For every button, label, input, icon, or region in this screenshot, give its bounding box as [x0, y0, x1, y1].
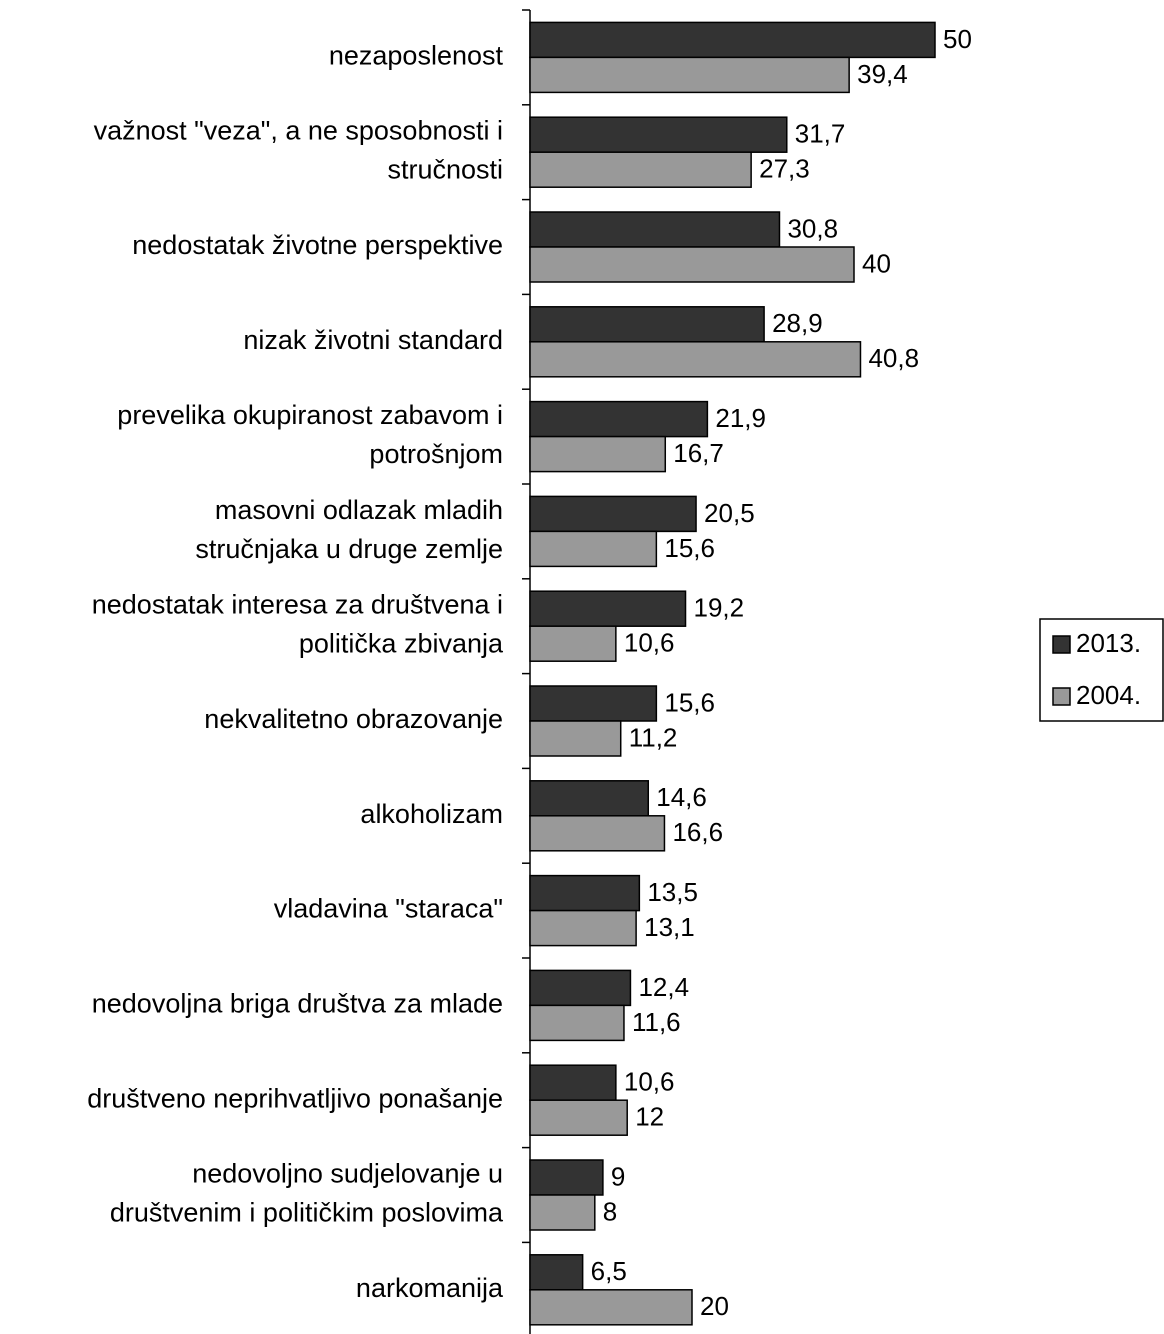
value-label: 19,2	[694, 593, 745, 623]
value-label: 20,5	[704, 498, 755, 528]
legend-swatch	[1052, 635, 1071, 654]
bar	[529, 151, 752, 188]
category-label: vladavina "staraca"	[274, 894, 503, 924]
bar	[529, 1254, 584, 1291]
bar	[529, 590, 687, 627]
bar	[529, 246, 855, 283]
category-label: društveno neprihvatljivo ponašanje	[87, 1083, 503, 1113]
category-label: nedostatak interesa za društvena i politi…	[92, 590, 504, 659]
value-label: 31,7	[795, 119, 846, 149]
bar	[529, 685, 658, 722]
bar	[529, 56, 850, 94]
bar	[529, 495, 697, 533]
category-label: alkoholizam	[360, 799, 503, 829]
legend-label: 2013.	[1076, 628, 1141, 658]
value-label: 40,8	[868, 343, 919, 373]
value-label: 40	[862, 248, 891, 278]
value-label: 11,6	[632, 1007, 681, 1037]
value-label: 12,4	[638, 972, 689, 1002]
bar	[529, 1099, 628, 1136]
bar	[529, 625, 617, 662]
bar	[529, 969, 632, 1007]
bar	[529, 530, 658, 568]
value-label: 28,9	[772, 308, 823, 338]
category-label: nedovoljna briga društva za mlade	[92, 989, 503, 1019]
legend-swatch	[1052, 687, 1071, 706]
value-label: 11,2	[629, 722, 678, 752]
bar	[529, 306, 765, 343]
value-label: 8	[603, 1196, 617, 1226]
bar	[529, 780, 650, 817]
value-label: 9	[611, 1161, 625, 1191]
value-label: 16,7	[673, 438, 724, 468]
legend-label: 2004.	[1076, 680, 1141, 710]
category-label: nedovoljno sudjelovanje u društvenim i po…	[110, 1159, 504, 1228]
value-label: 15,6	[664, 687, 715, 717]
category-label: masovni odlazak mladih stručnjaka u druge…	[195, 495, 503, 564]
bar	[529, 815, 666, 852]
value-label: 21,9	[715, 403, 766, 433]
value-label: 50	[943, 24, 972, 54]
category-label: narkomanija	[356, 1273, 504, 1303]
value-label: 10,6	[624, 1067, 675, 1097]
bar	[529, 116, 788, 153]
value-label: 15,6	[664, 533, 715, 563]
value-label: 14,6	[656, 782, 707, 812]
bar	[529, 909, 637, 947]
bar	[529, 435, 667, 473]
category-label: nizak životni standard	[243, 325, 503, 355]
bar	[529, 1159, 604, 1196]
value-label: 20	[700, 1291, 729, 1321]
bar	[529, 874, 641, 912]
bar	[529, 1004, 625, 1042]
bar	[529, 341, 862, 378]
category-label: važnost "veza", a ne sposobnosti i stručn…	[94, 116, 503, 185]
bar	[529, 1064, 617, 1101]
bar	[529, 21, 936, 59]
category-label: nedostatak životne perspektive	[132, 230, 503, 260]
value-label: 16,6	[672, 817, 723, 847]
category-label: nekvalitetno obrazovanje	[204, 704, 503, 734]
bar	[529, 211, 781, 248]
bar	[529, 1194, 596, 1231]
value-label: 27,3	[759, 154, 810, 184]
category-label: prevelika okupiranost zabavom i potrošnjo…	[117, 400, 503, 469]
value-label: 30,8	[787, 213, 838, 243]
bar	[529, 400, 709, 438]
value-label: 12	[635, 1102, 664, 1132]
value-label: 39,4	[857, 59, 908, 89]
bar	[529, 720, 622, 757]
value-label: 13,1	[644, 912, 695, 942]
category-label: nezaposlenost	[329, 41, 504, 71]
value-label: 6,5	[591, 1256, 627, 1286]
value-label: 10,6	[624, 628, 675, 658]
value-label: 13,5	[647, 877, 698, 907]
bar	[529, 1289, 693, 1326]
